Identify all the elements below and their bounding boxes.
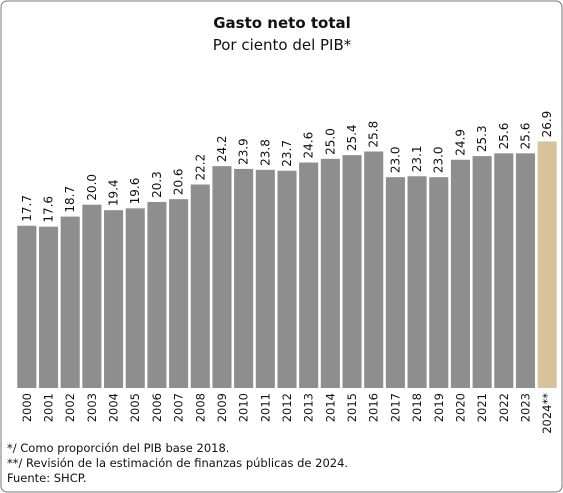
value-label: 23.8 [258,139,272,166]
bar [472,156,492,388]
bar [234,168,254,388]
footnote: */ Como proporción del PIB base 2018. [7,441,229,455]
bar [147,201,167,388]
value-label: 19.4 [107,179,121,206]
bar [38,226,59,388]
value-label: 24.6 [302,132,316,159]
x-tick-label: 2024** [540,393,554,434]
value-label: 17.7 [20,195,34,222]
value-label: 19.6 [128,178,142,205]
x-tick-label: 2009 [215,393,229,422]
bar [125,208,145,388]
bar [320,158,340,388]
bar [60,216,80,388]
x-tick-label: 2000 [20,393,34,422]
bar [407,176,427,388]
x-tick-label: 2008 [193,393,207,422]
x-tick-label: 2001 [42,393,56,422]
bar [342,155,362,388]
value-label: 23.1 [410,146,424,173]
bar [82,204,102,388]
x-tick-label: 2017 [388,393,402,422]
bar [515,153,536,388]
bar [429,177,449,388]
value-label: 20.3 [150,171,164,198]
x-tick-label: 2012 [280,393,294,422]
x-tick-label: 2022 [497,393,511,422]
footnote: **/ Revisión de la estimación de finanza… [7,456,348,470]
value-label: 25.3 [475,125,489,152]
value-label: 17.6 [42,196,56,223]
value-label: 23.0 [388,146,402,173]
bar [17,225,37,388]
x-tick-label: 2021 [475,393,489,422]
x-tick-label: 2013 [302,393,316,422]
bar [255,169,275,388]
bar [212,166,232,388]
x-tick-label: 2018 [410,393,424,422]
value-label: 25.6 [518,123,532,150]
value-label: 25.8 [367,121,381,148]
bar [364,151,384,388]
value-label: 26.9 [540,111,554,138]
x-tick-label: 2011 [258,393,272,422]
bar [385,177,405,388]
value-label: 24.9 [453,129,467,156]
chart-subtitle: Por ciento del PIB* [213,36,352,54]
value-label: 20.6 [172,168,186,195]
bar [494,153,514,388]
x-tick-label: 2016 [367,393,381,422]
x-tick-label: 2020 [453,393,467,422]
value-label: 23.7 [280,140,294,167]
x-tick-label: 2005 [128,393,142,422]
bar [169,199,189,388]
value-label: 23.0 [432,146,446,173]
x-tick-label: 2010 [237,393,251,422]
value-label: 25.0 [323,128,337,155]
value-label: 25.6 [497,123,511,150]
bar [450,159,470,388]
bar [190,184,210,388]
x-tick-label: 2014 [323,393,337,422]
bar [299,162,319,388]
footnote: Fuente: SHCP. [7,471,87,485]
x-tick-label: 2023 [518,393,532,422]
bar [104,210,124,388]
x-tick-label: 2007 [172,393,186,422]
x-tick-label: 2019 [432,393,446,422]
bar [537,141,557,388]
value-label: 23.9 [237,138,251,165]
value-label: 25.4 [345,124,359,151]
x-tick-label: 2006 [150,393,164,422]
value-label: 20.0 [85,174,99,201]
x-tick-label: 2004 [107,393,121,422]
x-tick-label: 2003 [85,393,99,422]
value-label: 18.7 [63,186,77,213]
bar [277,170,297,388]
x-tick-label: 2002 [63,393,77,422]
value-label: 22.2 [193,154,207,181]
chart-title: Gasto neto total [213,14,351,32]
x-tick-label: 2015 [345,393,359,422]
value-label: 24.2 [215,135,229,162]
